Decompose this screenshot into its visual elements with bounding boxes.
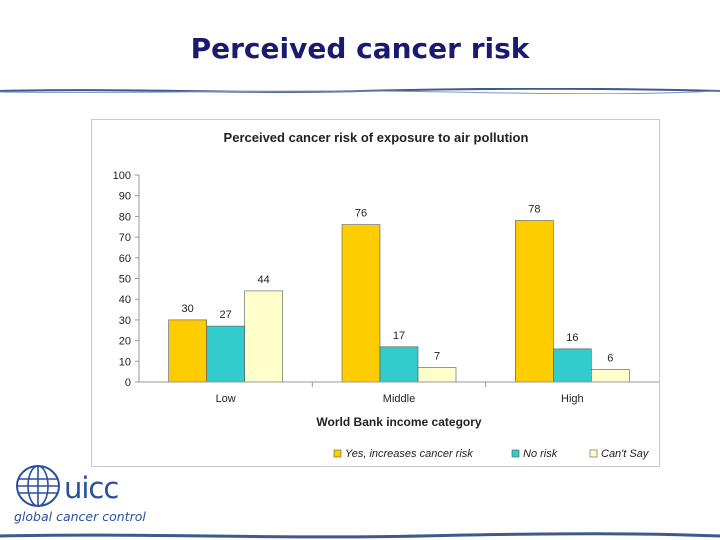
y-tick-label: 70: [119, 232, 131, 244]
y-axis: 0 10 20 30 40 50 60 70 80 90 100: [113, 170, 140, 389]
data-label: 78: [528, 204, 540, 216]
bar: [244, 290, 283, 383]
y-tick-label: 60: [119, 253, 131, 265]
bar: [168, 319, 207, 383]
bar: [206, 325, 245, 383]
globe-icon: [16, 465, 60, 507]
logo-wordmark: uicc: [64, 471, 119, 505]
bar: [341, 224, 381, 383]
bars: 30 27 44 76 17 7 78 16 6: [168, 204, 630, 383]
x-tick-label: Low: [216, 393, 236, 405]
legend-label: Yes, increases cancer risk: [345, 448, 473, 460]
y-tick-label: 10: [119, 356, 131, 368]
legend-swatch: [589, 449, 598, 458]
data-label: 16: [566, 332, 578, 344]
data-label: 76: [355, 208, 367, 220]
x-axis-label: World Bank income category: [316, 415, 481, 429]
bar-chart: Perceived cancer risk of exposure to air…: [113, 130, 659, 460]
y-tick-label: 40: [119, 294, 131, 306]
bar: [553, 348, 592, 383]
data-label: 44: [258, 274, 270, 286]
data-label: 6: [607, 353, 613, 365]
footer-rule: [0, 532, 720, 539]
y-tick-label: 100: [113, 170, 131, 182]
y-tick-label: 80: [119, 211, 131, 223]
data-label: 17: [393, 330, 405, 342]
data-label: 27: [220, 309, 232, 321]
bar: [379, 346, 419, 383]
y-tick-label: 20: [119, 336, 131, 348]
y-tick-label: 50: [119, 274, 131, 286]
y-tick-label: 0: [125, 377, 131, 389]
logo-tagline: global cancer control: [14, 509, 146, 524]
x-tick-label: High: [561, 393, 584, 405]
data-label: 7: [434, 351, 440, 363]
legend-label: Can't Say: [601, 448, 650, 460]
bar: [515, 220, 554, 383]
bar: [417, 367, 457, 383]
uicc-logo: uicc global cancer control: [10, 462, 146, 530]
legend-swatch: [511, 449, 520, 458]
x-tick-label: Middle: [383, 393, 415, 405]
x-axis: Low Middle High: [139, 381, 659, 405]
y-tick-label: 90: [119, 191, 131, 203]
chart-frame: Perceived cancer risk of exposure to air…: [91, 119, 660, 467]
title-underline: [0, 88, 720, 94]
legend: Yes, increases cancer risk No risk Can't S…: [333, 448, 650, 460]
bar: [591, 369, 630, 383]
y-tick-label: 30: [119, 315, 131, 327]
slide-title: Perceived cancer risk: [190, 32, 530, 65]
legend-label: No risk: [523, 448, 558, 460]
legend-swatch: [333, 449, 342, 458]
chart-title: Perceived cancer risk of exposure to air…: [224, 130, 529, 145]
data-label: 30: [182, 303, 194, 315]
